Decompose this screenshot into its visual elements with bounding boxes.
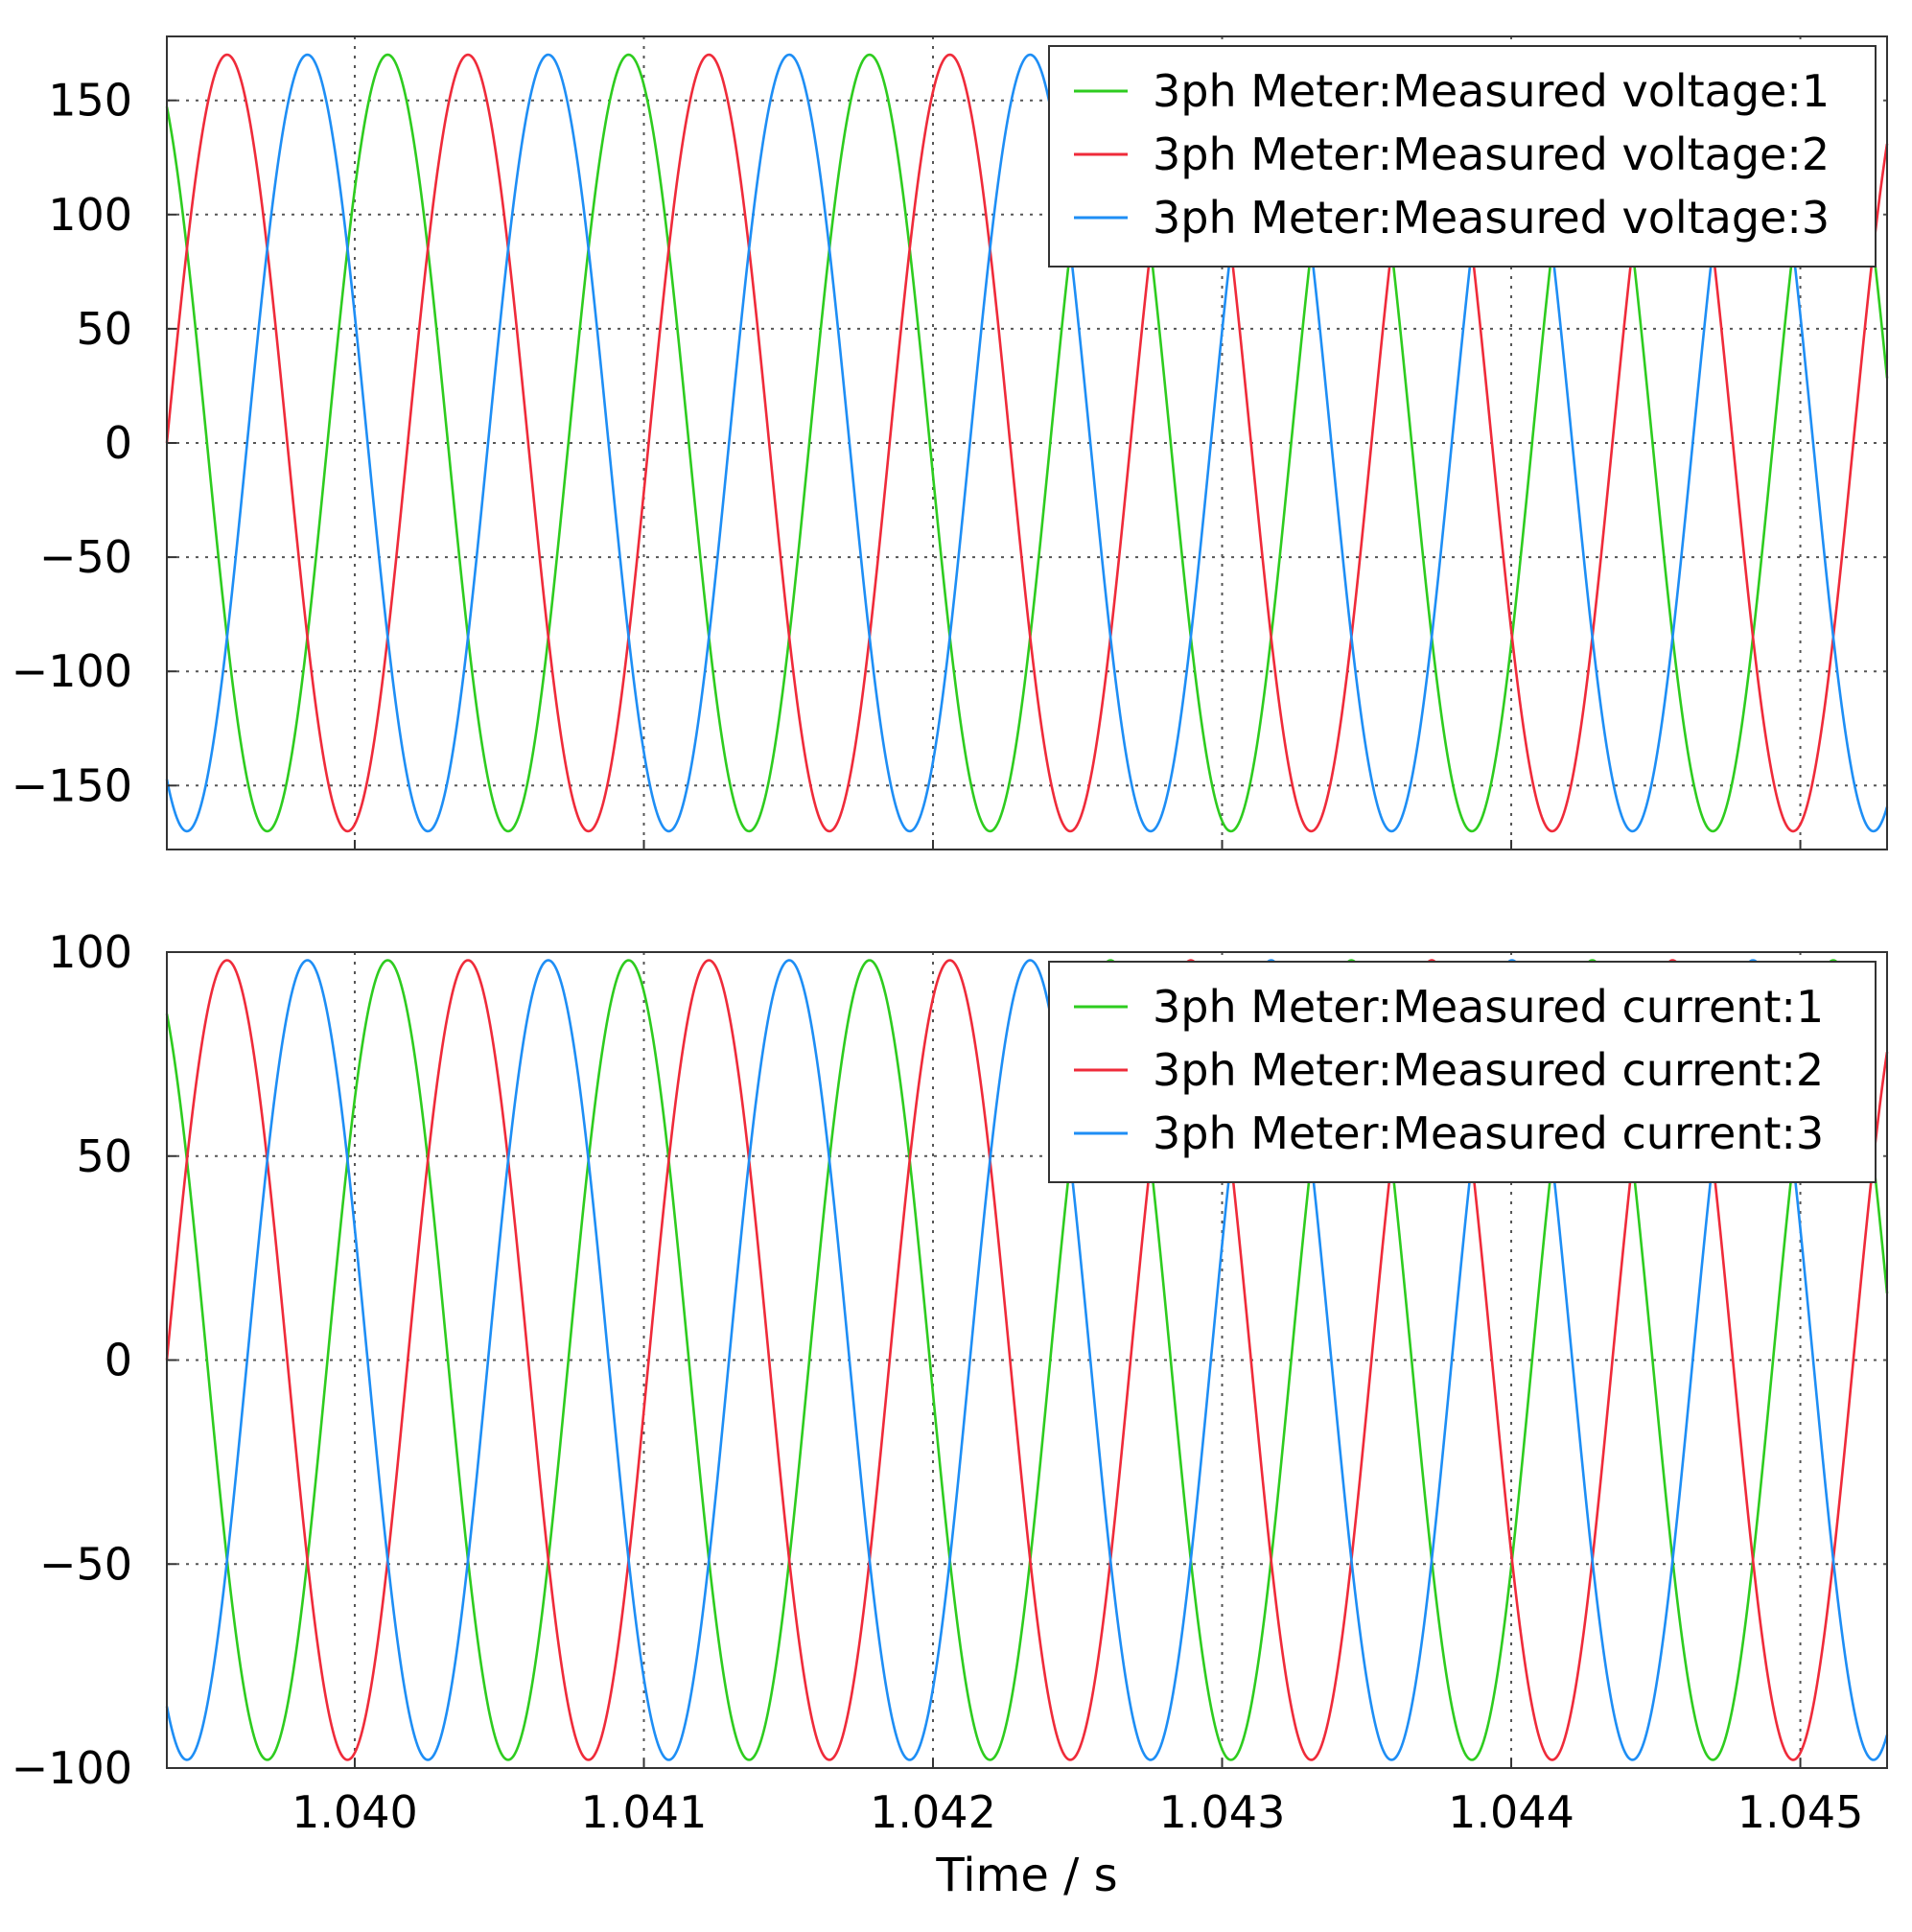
chart-panel-2: 100 50 0 −50 −100 1.040 1.041 1.042 1.043 1.044 1.… <box>12 926 1889 1902</box>
legend-label-3: 3ph Meter:Measured voltage:3 <box>1153 192 1830 244</box>
x-tick-label: 1.045 <box>1737 1786 1864 1838</box>
series-line-3 <box>165 53 1889 833</box>
y-tick-label: 50 <box>76 1130 132 1182</box>
y-tick-label: −150 <box>12 759 132 811</box>
legend-box <box>1048 961 1877 1183</box>
legend-label-1: 3ph Meter:Measured voltage:1 <box>1153 65 1830 117</box>
legend-label-3: 3ph Meter:Measured current:3 <box>1153 1107 1824 1159</box>
y-tick-label: −50 <box>39 531 132 583</box>
legend-label-2: 3ph Meter:Measured voltage:2 <box>1153 128 1830 180</box>
y-tick-label: 0 <box>105 417 132 469</box>
y-tick-label: −50 <box>39 1538 132 1590</box>
legend-label-1: 3ph Meter:Measured current:1 <box>1153 981 1824 1033</box>
series-line-3 <box>165 959 1889 1761</box>
x-axis-title: Time / s <box>935 1849 1117 1902</box>
series-line-2 <box>165 959 1889 1761</box>
x-tick-label: 1.041 <box>581 1786 708 1838</box>
y-tick-label: 0 <box>105 1335 132 1386</box>
chart-panel-1: 150 100 50 0 −50 −100 −150 3ph Meter:Measured v… <box>12 35 1889 850</box>
legend-box <box>1048 45 1877 268</box>
legend-label-2: 3ph Meter:Measured current:2 <box>1153 1044 1824 1096</box>
x-tick-label: 1.040 <box>291 1786 418 1838</box>
y-tick-label: −100 <box>12 645 132 697</box>
y-tick-label: 50 <box>76 303 132 355</box>
y-tick-label: 150 <box>48 75 132 127</box>
legend: 3ph Meter:Measured current:1 3ph Meter:Me… <box>1048 961 1877 1183</box>
y-tick-label: 100 <box>48 926 132 978</box>
y-tick-label: 100 <box>48 189 132 241</box>
x-tick-label: 1.043 <box>1159 1786 1286 1838</box>
y-tick-label: −100 <box>12 1742 132 1794</box>
series-line-2 <box>165 53 1889 833</box>
x-tick-label: 1.042 <box>870 1786 996 1838</box>
x-tick-label: 1.044 <box>1448 1786 1574 1838</box>
legend: 3ph Meter:Measured voltage:1 3ph Meter:Me… <box>1048 45 1877 268</box>
